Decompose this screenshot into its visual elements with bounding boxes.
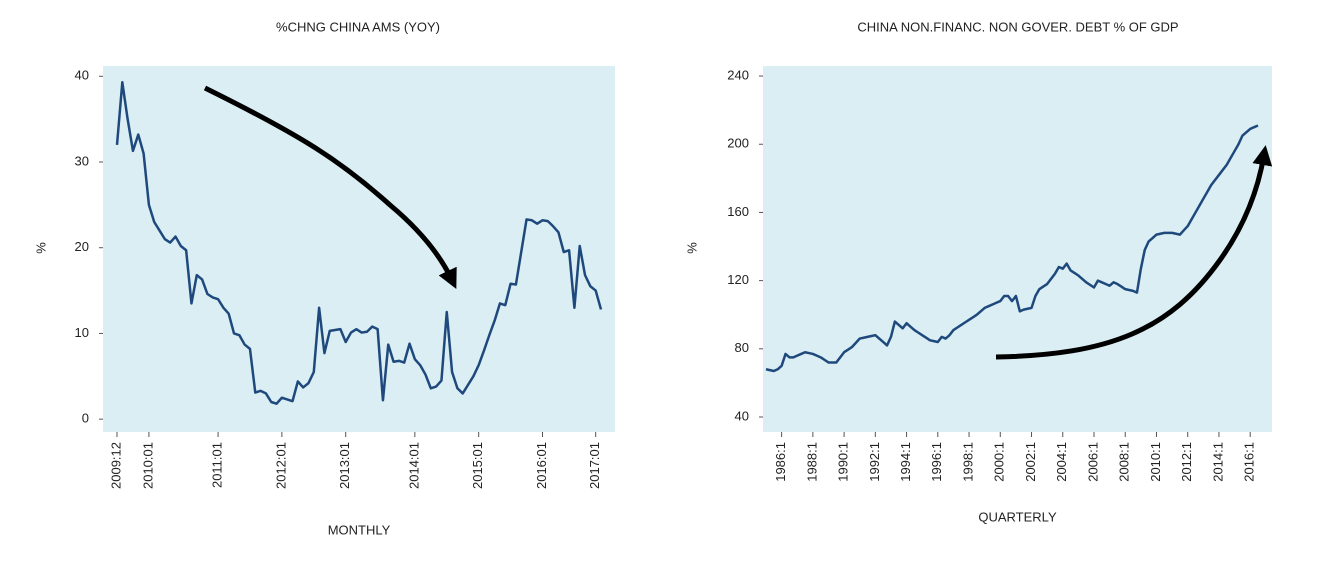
x-tick-label: 1990:1	[836, 442, 851, 482]
x-tick-label: 2010:01	[140, 442, 155, 489]
x-tick-label: 2012:01	[273, 442, 288, 489]
x-tick-label: 2002:1	[1023, 442, 1038, 482]
x-tick-label: 2010:1	[1148, 442, 1163, 482]
y-tick-label: 200	[727, 136, 749, 151]
trend-arrow	[995, 145, 1273, 360]
x-axis-label: MONTHLY	[328, 522, 391, 537]
chart-title: CHINA NON.FINANC. NON GOVER. DEBT % OF G…	[857, 19, 1178, 34]
x-tick-label: 2014:01	[406, 442, 421, 489]
x-tick-label: 2016:01	[534, 442, 549, 489]
x-tick-label: 2014:1	[1210, 442, 1225, 482]
chart-right: CHINA NON.FINANC. NON GOVER. DEBT % OF G…	[684, 19, 1272, 524]
x-tick-label: 1996:1	[929, 442, 944, 482]
trend-arrow	[203, 85, 457, 290]
y-tick-label: 80	[735, 340, 749, 355]
x-tick-label: 2013:01	[337, 442, 352, 489]
x-axis-label: QUARTERLY	[978, 509, 1057, 524]
chart-title: %CHNG CHINA AMS (YOY)	[276, 19, 440, 34]
x-tick-label: 1998:1	[960, 442, 975, 482]
x-tick-label: 2011:01	[209, 442, 224, 488]
x-tick-label: 1994:1	[898, 442, 913, 482]
x-tick-label: 2017:01	[587, 442, 602, 489]
x-tick-label: 2016:1	[1242, 442, 1257, 482]
y-axis-label: %	[684, 242, 699, 254]
y-tick-label: 40	[735, 408, 749, 423]
y-tick-label: 0	[82, 411, 89, 426]
y-tick-label: 20	[75, 239, 89, 254]
y-axis-label: %	[33, 242, 48, 254]
x-tick-label: 2009:12	[108, 442, 123, 489]
x-tick-label: 2015:01	[470, 442, 485, 489]
x-tick-label: 1986:1	[773, 442, 788, 482]
x-tick-label: 2004:1	[1054, 442, 1069, 482]
x-tick-label: 2008:1	[1117, 442, 1132, 482]
x-tick-label: 1988:1	[804, 442, 819, 482]
chart-left: %CHNG CHINA AMS (YOY) MONTHLY% 0 10 20 30 40 20…	[33, 19, 615, 537]
y-tick-label: 40	[75, 68, 89, 83]
y-tick-label: 120	[727, 272, 749, 287]
y-tick-label: 160	[727, 204, 749, 219]
y-tick-label: 10	[75, 325, 89, 340]
y-tick-label: 30	[75, 153, 89, 168]
x-tick-label: 1992:1	[867, 442, 882, 482]
x-tick-label: 2006:1	[1085, 442, 1100, 482]
data-line	[115, 81, 603, 405]
x-tick-label: 2000:1	[992, 442, 1007, 482]
data-line	[765, 124, 1259, 373]
plot-area	[103, 66, 615, 432]
plot-area	[763, 66, 1272, 432]
y-tick-label: 240	[727, 67, 749, 82]
x-tick-label: 2012:1	[1179, 442, 1194, 482]
